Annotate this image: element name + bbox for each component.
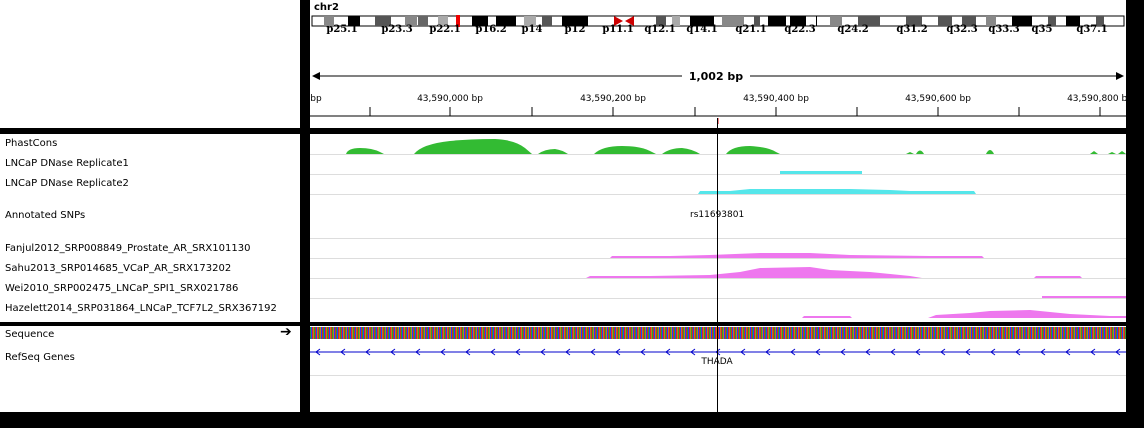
band-label: q35 <box>1031 24 1053 35</box>
strand-arrow-icon[interactable]: ➔ <box>280 326 292 340</box>
wei-signal[interactable] <box>310 278 1126 298</box>
tick-label: 43,590,800 bp <box>1067 94 1126 104</box>
track-name-sequence[interactable]: Sequence <box>5 329 55 340</box>
track-separator <box>310 174 1126 175</box>
track-name-dnase-replicate2[interactable]: LNCaP DNase Replicate2 <box>5 178 129 189</box>
track-name-refseq-genes[interactable]: RefSeq Genes <box>5 352 75 363</box>
band-label: q32.3 <box>946 24 978 35</box>
track-separator <box>310 258 1126 259</box>
band-label: q22.3 <box>784 24 816 35</box>
fanjul-signal[interactable] <box>310 238 1126 258</box>
tick-label: 43,590,200 bp <box>580 94 646 104</box>
track-name-wei[interactable]: Wei2010_SRP002475_LNCaP_SPI1_SRX021786 <box>5 283 239 294</box>
band-label: p12 <box>564 24 586 35</box>
ruler-panel[interactable]: chr2 <box>310 0 1126 128</box>
hazelett-signal[interactable] <box>310 298 1126 318</box>
chromosome-name: chr2 <box>314 2 339 13</box>
band-label: q31.2 <box>896 24 928 35</box>
track-name-hazelett[interactable]: Hazelett2014_SRP031864_LNCaP_TCF7L2_SRX3… <box>5 303 277 314</box>
band-label: q24.2 <box>837 24 869 35</box>
track-name-phastcons[interactable]: PhastCons <box>5 138 58 149</box>
feature-track-names[interactable]: Sequence ➔ RefSeq Genes <box>0 326 300 412</box>
track-separator <box>310 278 1126 279</box>
tick-label: bp <box>310 94 322 104</box>
track-separator <box>310 238 1126 239</box>
band-label: q14.1 <box>686 24 718 35</box>
track-separator <box>310 298 1126 299</box>
tick-label: 43,590,400 bp <box>743 94 809 104</box>
center-line <box>717 118 718 412</box>
chromosome-ideogram[interactable] <box>310 12 1126 36</box>
band-label: q21.1 <box>735 24 767 35</box>
band-label: p23.3 <box>381 24 413 35</box>
band-label: p25.1 <box>326 24 358 35</box>
dnase-replicate2-signal[interactable] <box>310 174 1126 194</box>
track-name-fanjul[interactable]: Fanjul2012_SRP008849_Prostate_AR_SRX1011… <box>5 243 251 254</box>
track-name-sahu[interactable]: Sahu2013_SRP014685_VCaP_AR_SRX173202 <box>5 263 232 274</box>
band-label: p16.2 <box>475 24 507 35</box>
feature-track-panel[interactable]: THADA <box>310 326 1126 412</box>
band-label: q37.1 <box>1076 24 1108 35</box>
data-track-panel[interactable]: rs11693801 <box>310 134 1126 322</box>
tick-label: 43,590,000 bp <box>417 94 483 104</box>
sequence-track[interactable] <box>310 327 1126 339</box>
name-panel-filler <box>0 374 300 412</box>
band-label: p11.1 <box>602 24 634 35</box>
track-separator <box>310 154 1126 155</box>
tick-label: 43,590,600 bp <box>905 94 971 104</box>
refseq-gene-model[interactable] <box>310 344 1126 364</box>
dnase-replicate1-signal[interactable] <box>310 154 1126 174</box>
data-track-names[interactable]: PhastCons LNCaP DNase Replicate1 LNCaP D… <box>0 134 300 322</box>
band-label: q33.3 <box>988 24 1020 35</box>
track-separator <box>310 194 1126 195</box>
sahu-signal[interactable] <box>310 258 1126 278</box>
phastcons-signal[interactable] <box>310 134 1126 154</box>
track-name-dnase-replicate1[interactable]: LNCaP DNase Replicate1 <box>5 158 129 169</box>
track-separator <box>310 375 1126 376</box>
header-name-panel <box>0 0 300 128</box>
ruler-ticks <box>310 107 1126 124</box>
track-name-annotated-snps[interactable]: Annotated SNPs <box>5 210 86 221</box>
span-arrow <box>312 72 1124 80</box>
band-label: p14 <box>521 24 543 35</box>
band-label: p22.1 <box>429 24 461 35</box>
span-label: 1,002 bp <box>688 70 744 83</box>
band-label: q12.1 <box>644 24 676 35</box>
